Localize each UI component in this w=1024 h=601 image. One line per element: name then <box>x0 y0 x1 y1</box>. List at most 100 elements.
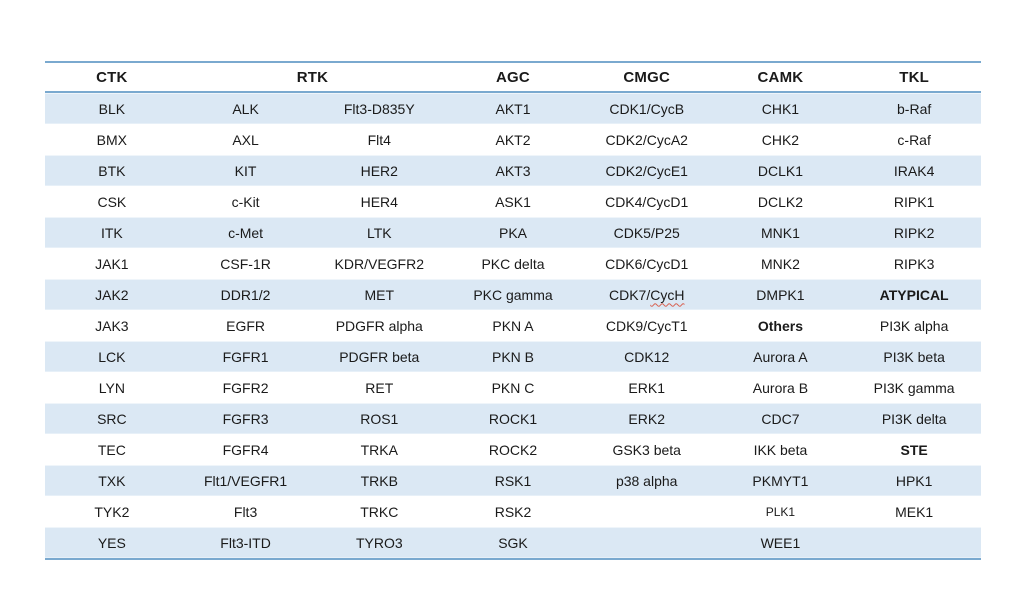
table-cell: FGFR3 <box>222 410 269 427</box>
table-cell: Flt3-ITD <box>220 534 271 551</box>
table-cell: ATYPICAL <box>879 286 949 303</box>
table-cell: IRAK4 <box>893 162 935 179</box>
column-header-camk: CAMK <box>757 68 804 86</box>
table-cell: DDR1/2 <box>220 286 271 303</box>
table-cell: TXK <box>98 472 126 489</box>
table-cell: Flt3 <box>233 503 258 520</box>
table-cell: ASK1 <box>495 193 531 210</box>
table-cell: HER2 <box>360 162 398 179</box>
table-cell: AKT1 <box>495 100 531 117</box>
kinase-family-table: CTK RTK AGC CMGC CAMK TKL BLK ALK Flt3-D835Y AKT… <box>45 61 981 560</box>
table-row: TYK2 Flt3 TRKC RSK2 PLK1 MEK1 <box>45 496 981 527</box>
table-cell: MNK1 <box>760 224 800 241</box>
table-cell: b-Raf <box>897 100 932 117</box>
table-cell: Flt3-D835Y <box>343 100 415 117</box>
table-cell: RSK1 <box>494 472 532 489</box>
table-cell: LTK <box>366 224 392 241</box>
table-cell: GSK3 beta <box>612 441 681 458</box>
table-cell: PKMYT1 <box>752 472 809 489</box>
table-cell: KIT <box>234 162 257 179</box>
table-cell: RSK2 <box>494 503 532 520</box>
table-cell: CDK12 <box>624 348 670 365</box>
table-cell: ALK <box>232 100 259 117</box>
table-cell: PKN B <box>491 348 534 365</box>
table-cell: c-Kit <box>231 193 260 210</box>
table-cell: CDK2/CycA2 <box>605 131 688 148</box>
column-header-agc: AGC <box>496 68 530 86</box>
table-cell: CHK2 <box>761 131 800 148</box>
table-cell: EGFR <box>226 317 265 334</box>
table-cell: LCK <box>98 348 126 365</box>
table-cell: p38 alpha <box>615 472 678 489</box>
table-cell: WEE1 <box>760 534 801 551</box>
table-cell: STE <box>900 441 928 458</box>
table-cell: CHK1 <box>761 100 800 117</box>
table-cell: CDK2/CycE1 <box>605 162 688 179</box>
misspelled-text: CycH <box>650 286 685 303</box>
table-cell: MEK1 <box>895 503 934 520</box>
table-cell: BTK <box>98 162 126 179</box>
table-cell: RIPK2 <box>893 224 935 241</box>
table-cell: CSF-1R <box>220 255 271 272</box>
table-cell: PDGFR alpha <box>335 317 423 334</box>
table-row: JAK3 EGFR PDGFR alpha PKN A CDK9/CycT1 Others… <box>45 310 981 341</box>
table-cell: JAK2 <box>95 286 129 303</box>
table-cell: c-Met <box>228 224 264 241</box>
table-cell: AXL <box>232 131 259 148</box>
column-header-ctk: CTK <box>96 68 128 86</box>
table-cell: LYN <box>98 379 125 396</box>
table-cell: ROS1 <box>360 410 399 427</box>
table-cell: PKN A <box>492 317 534 334</box>
table-cell: CDK5/P25 <box>613 224 680 241</box>
table-cell: PKC delta <box>481 255 545 272</box>
table-cell: Flt1/VEGFR1 <box>203 472 288 489</box>
table-cell: Flt4 <box>367 131 391 148</box>
table-cell: PI3K gamma <box>873 379 955 396</box>
table-cell: TRKB <box>360 472 398 489</box>
table-cell: AKT2 <box>495 131 531 148</box>
table-row: TEC FGFR4 TRKA ROCK2 GSK3 beta IKK beta STE <box>45 434 981 465</box>
table-cell: CDK1/CycB <box>609 100 685 117</box>
table-cell: ERK2 <box>628 410 665 427</box>
table-cell: ERK1 <box>628 379 665 396</box>
table-cell: ITK <box>100 224 123 241</box>
table-row: CSK c-Kit HER4 ASK1 CDK4/CycD1 DCLK2 RIPK1 <box>45 186 981 217</box>
table-cell: RIPK3 <box>893 255 935 272</box>
table-cell: Aurora B <box>752 379 809 396</box>
table-cell: JAK3 <box>95 317 129 334</box>
table-cell: CDK6/CycD1 <box>605 255 689 272</box>
table-cell: PKA <box>498 224 527 241</box>
table-cell: Aurora A <box>753 348 808 365</box>
column-header-rtk: RTK <box>296 68 329 86</box>
table-cell: FGFR1 <box>222 348 269 365</box>
table-cell: TYK2 <box>94 503 130 520</box>
table-cell: BLK <box>98 100 126 117</box>
table-row: JAK1 CSF-1R KDR/VEGFR2 PKC delta CDK6/CycD1 M… <box>45 248 981 279</box>
table-cell: PLK1 <box>765 504 796 519</box>
table-row: ITK c-Met LTK PKA CDK5/P25 MNK1 RIPK2 <box>45 217 981 248</box>
table-cell: CDK9/CycT1 <box>605 317 688 334</box>
table-row: BMX AXL Flt4 AKT2 CDK2/CycA2 CHK2 c-Raf <box>45 124 981 155</box>
table-cell: PKC gamma <box>473 286 553 303</box>
table-cell: RIPK1 <box>893 193 935 210</box>
column-header-cmgc: CMGC <box>623 68 671 86</box>
table-body: BLK ALK Flt3-D835Y AKT1 CDK1/CycB CHK1 b-Raf BM… <box>45 93 981 560</box>
table-cell: TRKC <box>360 503 399 520</box>
table-cell: c-Raf <box>897 131 931 148</box>
table-cell: PDGFR beta <box>339 348 420 365</box>
table-cell: RET <box>365 379 394 396</box>
table-cell: DCLK1 <box>757 162 803 179</box>
table-cell: ROCK1 <box>488 410 538 427</box>
table-row: BLK ALK Flt3-D835Y AKT1 CDK1/CycB CHK1 b-Raf <box>45 93 981 124</box>
table-cell: CDC7 <box>761 410 800 427</box>
table-cell: DCLK2 <box>757 193 803 210</box>
table-cell: SRC <box>97 410 127 427</box>
table-cell: PI3K delta <box>881 410 947 427</box>
table-cell: JAK1 <box>95 255 129 272</box>
table-cell: TYRO3 <box>355 534 403 551</box>
table-cell: CDK7/CycH <box>608 286 685 303</box>
table-cell: PI3K alpha <box>879 317 949 334</box>
table-cell: MET <box>364 286 395 303</box>
table-cell: HER4 <box>360 193 398 210</box>
